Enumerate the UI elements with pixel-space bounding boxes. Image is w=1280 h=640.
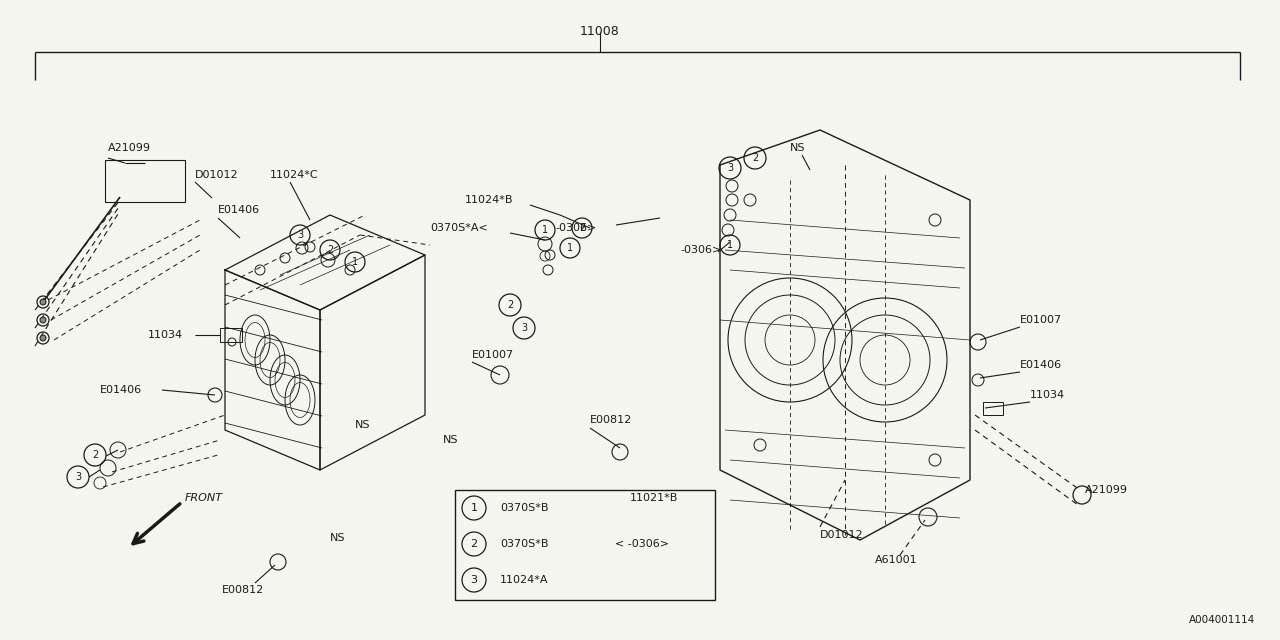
Text: 2: 2 xyxy=(751,153,758,163)
Text: D01012: D01012 xyxy=(820,530,864,540)
Text: NS: NS xyxy=(790,143,805,153)
Text: 1: 1 xyxy=(567,243,573,253)
Text: -0306>: -0306> xyxy=(556,223,596,233)
Text: E01406: E01406 xyxy=(100,385,142,395)
Text: 2: 2 xyxy=(92,450,99,460)
Text: 0370S*B: 0370S*B xyxy=(500,539,549,549)
Text: A61001: A61001 xyxy=(876,555,918,565)
Circle shape xyxy=(40,317,46,323)
Text: FRONT: FRONT xyxy=(186,493,223,503)
Text: NS: NS xyxy=(330,533,346,543)
Text: D01012: D01012 xyxy=(195,170,238,180)
Circle shape xyxy=(40,299,46,305)
Bar xyxy=(983,402,1004,415)
Text: 11034: 11034 xyxy=(1030,390,1065,400)
Bar xyxy=(105,160,186,202)
Text: 2: 2 xyxy=(579,223,585,233)
Text: E01406: E01406 xyxy=(1020,360,1062,370)
Text: E00812: E00812 xyxy=(590,415,632,425)
Text: 11034: 11034 xyxy=(148,330,183,340)
Text: 3: 3 xyxy=(76,472,81,482)
Text: 2: 2 xyxy=(507,300,513,310)
Text: 1: 1 xyxy=(352,257,358,267)
Text: A21099: A21099 xyxy=(108,143,151,153)
Text: 0370S*B: 0370S*B xyxy=(500,503,549,513)
Text: E01007: E01007 xyxy=(472,350,515,360)
Text: 3: 3 xyxy=(297,230,303,240)
Text: 1: 1 xyxy=(471,503,477,513)
Text: 3: 3 xyxy=(521,323,527,333)
Text: 1: 1 xyxy=(727,240,733,250)
Text: 3: 3 xyxy=(727,163,733,173)
Text: E01406: E01406 xyxy=(218,205,260,215)
Text: -0306>: -0306> xyxy=(680,245,721,255)
Text: 0370S*A<: 0370S*A< xyxy=(430,223,488,233)
Text: 11021*B: 11021*B xyxy=(630,493,678,503)
Text: E01007: E01007 xyxy=(1020,315,1062,325)
Text: E00812: E00812 xyxy=(221,585,264,595)
Bar xyxy=(220,328,242,342)
Text: A21099: A21099 xyxy=(1085,485,1128,495)
Circle shape xyxy=(40,335,46,341)
Text: 11024*A: 11024*A xyxy=(500,575,549,585)
Text: 2: 2 xyxy=(326,245,333,255)
Text: NS: NS xyxy=(355,420,370,430)
Text: 11008: 11008 xyxy=(580,25,620,38)
Text: NS: NS xyxy=(443,435,458,445)
Text: 11024*C: 11024*C xyxy=(270,170,319,180)
Text: 11024*B: 11024*B xyxy=(465,195,513,205)
Text: < -0306>: < -0306> xyxy=(614,539,669,549)
Bar xyxy=(454,490,716,600)
Text: 1: 1 xyxy=(541,225,548,235)
Text: 2: 2 xyxy=(471,539,477,549)
Text: A004001114: A004001114 xyxy=(1189,615,1254,625)
Text: 3: 3 xyxy=(471,575,477,585)
